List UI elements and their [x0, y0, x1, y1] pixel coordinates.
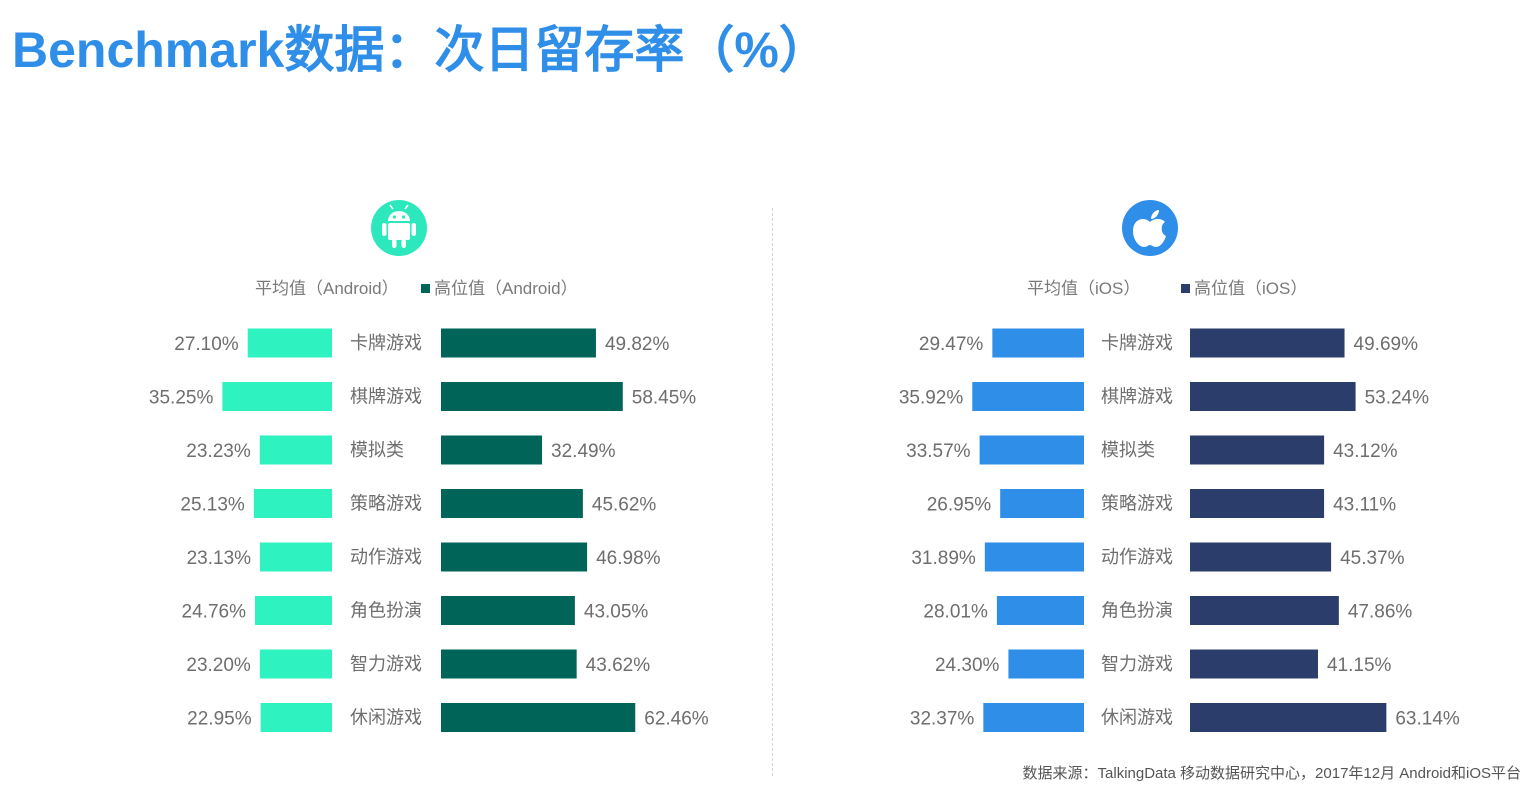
- ios-high-bar: [1190, 703, 1387, 732]
- ios-legend-average: 平均值（iOS）: [1027, 279, 1140, 298]
- android-category-label: 角色扮演: [350, 601, 422, 621]
- android-average-bar: [253, 489, 332, 518]
- android-high-label: 43.05%: [584, 602, 649, 623]
- android-average-bar: [260, 703, 332, 732]
- android-average-bar: [247, 328, 332, 358]
- ios-high-bar: [1190, 542, 1332, 572]
- ios-category-label: 卡牌游戏: [1101, 333, 1173, 353]
- android-average-label: 35.25%: [149, 388, 214, 409]
- android-high-label: 45.62%: [592, 495, 657, 516]
- ios-category-label: 棋牌游戏: [1101, 387, 1173, 407]
- source-note: 数据来源：TalkingData 移动数据研究中心，2017年12月 Andro…: [1022, 765, 1521, 782]
- ios-category-label: 策略游戏: [1101, 494, 1173, 514]
- android-average-label: 22.95%: [187, 709, 252, 730]
- ios-high-label: 49.69%: [1354, 334, 1419, 355]
- ios-high-label: 43.12%: [1333, 441, 1398, 462]
- ios-category-label: 角色扮演: [1101, 601, 1173, 621]
- android-average-label: 23.20%: [186, 655, 251, 676]
- android-category-label: 策略游戏: [350, 494, 422, 514]
- ios-high-label: 63.14%: [1395, 709, 1460, 730]
- ios-category-label: 动作游戏: [1101, 547, 1173, 567]
- android-average-bar: [254, 596, 332, 625]
- apple-icon: [1122, 200, 1178, 256]
- ios-high-bar: [1190, 596, 1339, 625]
- ios-high-bar: [1190, 649, 1318, 679]
- android-average-label: 23.23%: [186, 441, 251, 462]
- ios-average-label: 32.37%: [910, 709, 975, 730]
- android-average-bar: [222, 382, 332, 411]
- ios-category-label: 模拟类: [1101, 440, 1155, 460]
- page-title: Benchmark数据：次日留存率（%）: [12, 22, 829, 78]
- ios-legend-high: 高位值（iOS）: [1194, 279, 1307, 298]
- android-category-label: 休闲游戏: [350, 708, 422, 728]
- ios-average-bar: [983, 703, 1084, 732]
- android-high-bar: [441, 435, 543, 465]
- ios-average-bar: [972, 382, 1084, 411]
- ios-average-bar: [1008, 649, 1084, 679]
- android-high-label: 43.62%: [586, 655, 651, 676]
- ios-high-label: 41.15%: [1327, 655, 1392, 676]
- android-chart: 平均值（Android） 高位值（Android） 27.10% 卡牌游戏 49.82%…: [149, 279, 709, 732]
- android-legend-high-swatch: [421, 284, 430, 293]
- ios-average-label: 33.57%: [906, 441, 971, 462]
- ios-category-label: 智力游戏: [1101, 654, 1173, 674]
- android-average-label: 25.13%: [180, 495, 245, 516]
- ios-average-bar: [1000, 489, 1084, 518]
- ios-average-bar: [984, 542, 1084, 572]
- android-category-label: 模拟类: [350, 440, 404, 460]
- ios-chart: 平均值（iOS） 高位值（iOS） 29.47% 卡牌游戏 49.69% 35.92% 棋牌…: [899, 279, 1460, 732]
- ios-average-bar: [996, 596, 1084, 625]
- android-high-bar: [441, 489, 583, 518]
- android-high-bar: [441, 328, 596, 358]
- android-high-bar: [441, 649, 577, 679]
- android-average-label: 27.10%: [174, 334, 239, 355]
- android-category-label: 动作游戏: [350, 547, 422, 567]
- ios-average-label: 29.47%: [919, 334, 984, 355]
- android-high-label: 32.49%: [551, 441, 616, 462]
- android-high-bar: [441, 382, 623, 411]
- android-high-bar: [441, 703, 636, 732]
- android-high-bar: [441, 596, 575, 625]
- android-average-label: 23.13%: [187, 548, 252, 569]
- ios-high-bar: [1190, 435, 1325, 465]
- android-high-label: 62.46%: [644, 709, 709, 730]
- ios-average-label: 26.95%: [927, 495, 992, 516]
- android-category-label: 棋牌游戏: [350, 387, 422, 407]
- ios-average-label: 31.89%: [911, 548, 976, 569]
- ios-average-label: 28.01%: [923, 602, 988, 623]
- ios-category-label: 休闲游戏: [1101, 708, 1173, 728]
- android-category-label: 卡牌游戏: [350, 333, 422, 353]
- ios-average-label: 24.30%: [935, 655, 1000, 676]
- ios-high-label: 45.37%: [1340, 548, 1405, 569]
- android-average-bar: [259, 435, 332, 465]
- android-high-label: 49.82%: [605, 334, 670, 355]
- android-icon: [371, 200, 427, 256]
- ios-average-bar: [992, 328, 1084, 358]
- android-average-label: 24.76%: [182, 602, 247, 623]
- ios-average-bar: [979, 435, 1084, 465]
- android-category-label: 智力游戏: [350, 654, 422, 674]
- ios-legend-high-swatch: [1181, 284, 1190, 293]
- android-high-label: 46.98%: [596, 548, 661, 569]
- android-high-bar: [441, 542, 588, 572]
- android-average-bar: [259, 649, 332, 679]
- android-legend-average: 平均值（Android）: [255, 279, 399, 298]
- ios-high-bar: [1190, 382, 1356, 411]
- android-legend-high: 高位值（Android）: [434, 279, 578, 298]
- android-average-bar: [260, 542, 332, 572]
- ios-high-bar: [1190, 328, 1345, 358]
- panel-divider: [772, 208, 773, 776]
- ios-high-label: 47.86%: [1348, 602, 1413, 623]
- ios-high-bar: [1190, 489, 1325, 518]
- android-high-label: 58.45%: [632, 388, 697, 409]
- ios-high-label: 53.24%: [1365, 388, 1430, 409]
- ios-average-label: 35.92%: [899, 388, 964, 409]
- ios-high-label: 43.11%: [1333, 495, 1396, 516]
